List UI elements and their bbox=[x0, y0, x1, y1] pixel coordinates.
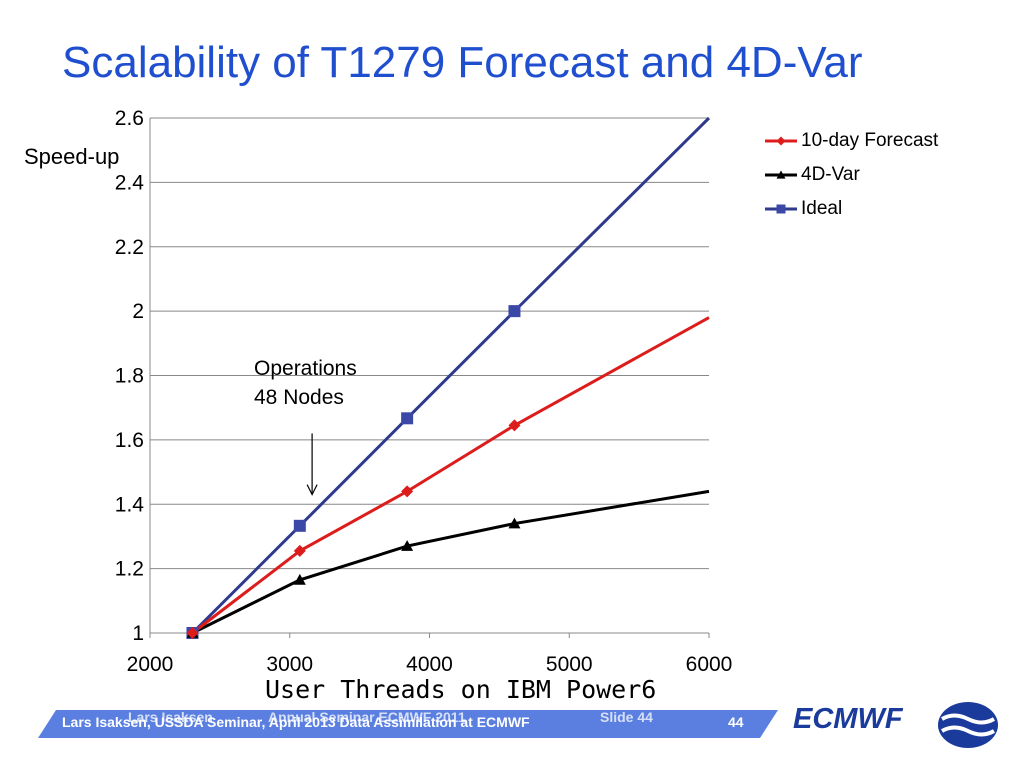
speedup-chart: 1 1.2 1.4 1.6 1.8 2 2.2 2.4 2.6 2000 3000 4000 5000 6… bbox=[115, 107, 733, 676]
legend-label-forecast: 10-day Forecast bbox=[801, 130, 939, 151]
axes bbox=[149, 118, 710, 638]
annotation-arrow bbox=[306, 433, 318, 496]
point-10-day-forecast bbox=[401, 485, 414, 498]
line-4d-var bbox=[191, 489, 710, 635]
gridlines bbox=[150, 117, 709, 570]
legend-swatch-forecast bbox=[765, 136, 797, 146]
point-4d-var bbox=[293, 573, 306, 585]
point-10-day-forecast bbox=[508, 419, 521, 432]
y-tick-label: 2.4 bbox=[115, 171, 145, 194]
legend-marker bbox=[776, 136, 786, 146]
point-10-day-forecast bbox=[186, 627, 199, 639]
y-tick-label: 1 bbox=[132, 622, 144, 645]
legend-swatch-4dvar bbox=[765, 170, 797, 179]
ecmwf-logo-text: ECMWF bbox=[793, 703, 903, 735]
y-tick-label: 2.2 bbox=[115, 236, 144, 259]
y-tick-label: 1.2 bbox=[115, 558, 144, 581]
x-tick-label: 4000 bbox=[406, 653, 453, 676]
footer-ghost-slide: Slide 44 bbox=[600, 709, 653, 725]
operations-annotation: Operations 48 Nodes bbox=[254, 354, 357, 412]
legend-swatch-ideal bbox=[765, 204, 797, 214]
footer-text: Lars Isaksen, USSDA Seminar, April 2013 … bbox=[62, 714, 530, 730]
footer-ghost-event: Annual Seminar ECMWF 2011 bbox=[268, 709, 466, 725]
annotation-arrow-head bbox=[306, 484, 318, 496]
annotation-line-2: 48 Nodes bbox=[254, 386, 344, 409]
y-axis-label: Speed-up bbox=[24, 144, 120, 169]
point-4d-var bbox=[401, 540, 414, 551]
legend-item-4dvar: 4D-Var bbox=[765, 158, 938, 192]
series-markers bbox=[186, 305, 521, 639]
slide-title: Scalability of T1279 Forecast and 4D-Var bbox=[62, 38, 863, 87]
legend-label-ideal: Ideal bbox=[801, 198, 843, 219]
y-tick-label: 1.8 bbox=[115, 365, 144, 388]
y-tick-label: 2 bbox=[132, 300, 144, 323]
x-tick-label: 6000 bbox=[686, 653, 733, 676]
legend-marker bbox=[776, 204, 786, 214]
y-tick-label: 2.6 bbox=[115, 107, 144, 130]
legend-marker bbox=[776, 170, 786, 179]
x-tick-label: 5000 bbox=[546, 653, 593, 676]
chart-legend: 10-day Forecast 4D-Var Ideal bbox=[765, 124, 938, 226]
y-tick-label: 1.6 bbox=[115, 429, 144, 452]
x-tick-label: 2000 bbox=[127, 653, 174, 676]
footer-band bbox=[38, 710, 778, 738]
y-tick-label: 1.4 bbox=[115, 493, 145, 516]
ecmwf-logo-icon bbox=[938, 702, 998, 748]
x-axis-label: User Threads on IBM Power6 bbox=[265, 675, 657, 704]
annotation-line-1: Operations bbox=[254, 357, 357, 380]
legend-item-forecast: 10-day Forecast bbox=[765, 124, 938, 158]
point-4d-var bbox=[508, 517, 521, 529]
tick-labels: 1 1.2 1.4 1.6 1.8 2 2.2 2.4 2.6 2000 3000 4000 5000 6… bbox=[115, 107, 733, 676]
legend-label-4dvar: 4D-Var bbox=[801, 164, 860, 185]
point-10-day-forecast bbox=[293, 544, 306, 557]
point-ideal bbox=[401, 412, 414, 425]
point-ideal bbox=[293, 519, 306, 532]
point-ideal bbox=[508, 305, 521, 318]
x-tick-label: 3000 bbox=[266, 653, 313, 676]
footer-ghost-author: Lars Isaksen bbox=[128, 709, 213, 725]
page-number: 44 bbox=[728, 714, 744, 730]
legend-item-ideal: Ideal bbox=[765, 192, 938, 226]
